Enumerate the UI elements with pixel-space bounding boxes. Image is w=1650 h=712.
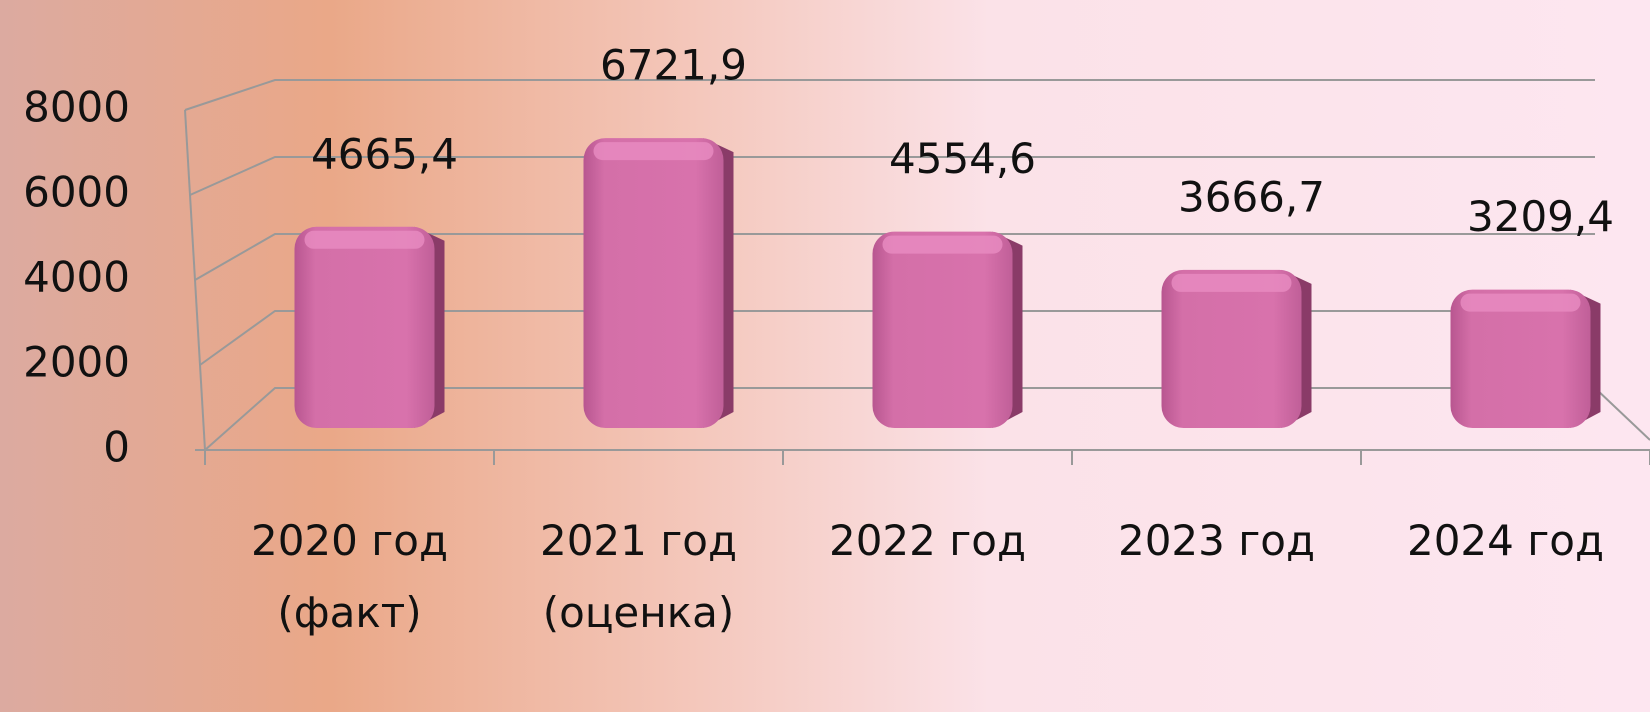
grid-line	[199, 310, 1595, 366]
x-tick-label: 2021 год (оценка)	[539, 516, 738, 637]
value-label: 4554,6	[889, 134, 1036, 183]
x-tick-label: 2024 год	[1406, 516, 1605, 565]
y-tick-label: 8000	[23, 83, 130, 132]
value-label: 6721,9	[600, 41, 747, 90]
bar	[1450, 289, 1591, 428]
y-tick-label: 4000	[23, 253, 130, 302]
bar-top	[304, 230, 425, 249]
bar-top	[1171, 273, 1292, 292]
x-tick-label: 2020 год (факт)	[250, 516, 449, 637]
bar	[294, 226, 435, 428]
value-label: 3209,4	[1467, 192, 1614, 241]
y-tick-label: 0	[103, 423, 130, 472]
value-label: 4665,4	[311, 129, 458, 178]
value-label: 3666,7	[1178, 172, 1325, 221]
bar	[583, 138, 724, 429]
bar	[1161, 269, 1302, 428]
grid-line	[189, 156, 1595, 196]
y-tick-label: 2000	[23, 338, 130, 387]
x-tick-label: 2023 год	[1117, 516, 1316, 565]
grid-line	[184, 79, 1595, 111]
x-tick-label: 2022 год	[828, 516, 1027, 565]
y-tick-label: 6000	[23, 168, 130, 217]
bar-top	[882, 235, 1003, 254]
bar-top	[593, 142, 714, 161]
floor-right	[1594, 387, 1650, 441]
bar-top	[1460, 293, 1581, 312]
grid-line	[204, 387, 1595, 451]
bar	[872, 231, 1013, 428]
grid-line	[194, 233, 1595, 281]
